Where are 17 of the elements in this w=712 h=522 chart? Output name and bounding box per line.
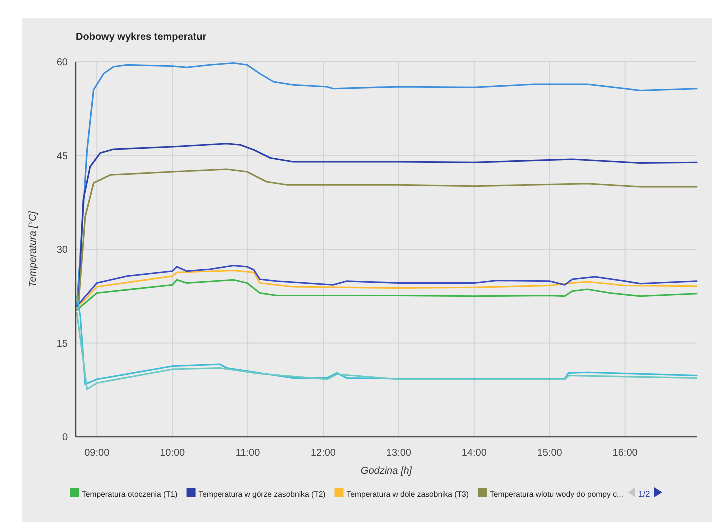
x-tick-label: 12:00 [310,448,336,459]
y-tick-label: 45 [56,151,68,162]
y-tick-label: 30 [56,245,68,256]
x-tick-label: 13:00 [386,448,412,459]
y-axis-title: Temperatura [°C] [28,211,39,288]
y-tick-label: 0 [62,432,68,444]
x-tick-label: 14:00 [462,448,488,459]
x-tick-label: 09:00 [84,448,110,459]
chart-title: Dobowy wykres temperatur [76,32,207,43]
x-axis-title: Godzina [h] [360,466,412,477]
x-tick-label: 16:00 [612,448,638,459]
x-tick-label: 15:00 [537,448,563,459]
y-tick-label: 60 [56,58,68,68]
text: 1/2 [638,489,651,499]
x-tick-label: 11:00 [236,448,261,459]
x-tick-label: 10:00 [160,448,186,459]
y-tick-label: 15 [56,338,68,350]
